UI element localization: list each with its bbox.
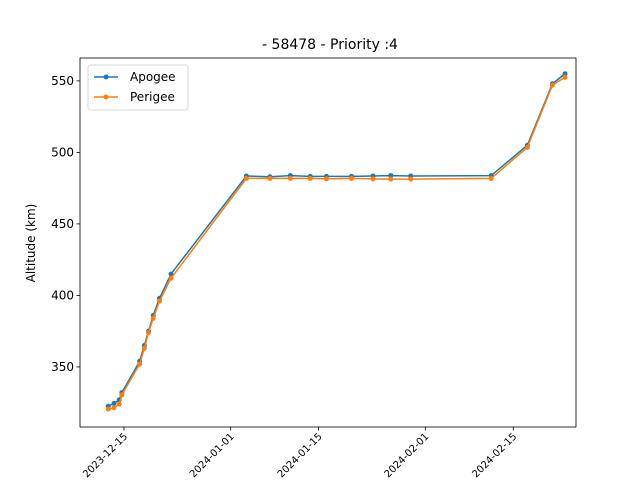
- legend-apogee-marker: [103, 74, 109, 80]
- apogee-point: [562, 71, 568, 77]
- apogee-point: [111, 400, 117, 406]
- legend-apogee-label: Apogee: [130, 70, 176, 84]
- perigee-point: [549, 82, 555, 88]
- y-tick-label: 350: [51, 360, 74, 374]
- perigee-point: [141, 345, 147, 351]
- perigee-point: [146, 330, 152, 336]
- perigee-point: [370, 176, 376, 182]
- perigee-point: [168, 275, 174, 281]
- perigee-point: [267, 175, 273, 181]
- plot-area: [105, 71, 568, 412]
- perigee-point: [105, 406, 111, 412]
- perigee-point: [116, 401, 122, 407]
- perigee-point: [488, 175, 494, 181]
- apogee-point: [388, 173, 394, 179]
- axes-frame: [79, 57, 577, 428]
- perigee-point: [307, 175, 313, 181]
- y-axis-label: Altitude (km): [24, 204, 38, 283]
- y-tick-label: 400: [51, 288, 74, 302]
- perigee-point: [562, 74, 568, 80]
- perigee-point: [408, 176, 414, 182]
- legend-perigee-marker: [103, 94, 109, 100]
- perigee-point: [388, 176, 394, 182]
- perigee-point: [119, 392, 125, 398]
- y-tick-label: 500: [51, 145, 74, 159]
- legend: Apogee Perigee: [87, 64, 189, 111]
- y-tick-label: 450: [51, 217, 74, 231]
- perigee-point: [150, 315, 156, 321]
- apogee-point: [168, 271, 174, 277]
- perigee-point: [157, 298, 163, 304]
- perigee-point: [111, 405, 117, 411]
- perigee-point: [287, 175, 293, 181]
- y-tick-label: 550: [51, 74, 74, 88]
- legend-perigee-label: Perigee: [130, 90, 175, 104]
- chart-title: - 58478 - Priority :4: [262, 37, 398, 53]
- perigee-point: [349, 175, 355, 181]
- perigee-point: [323, 176, 329, 182]
- perigee-point: [137, 361, 143, 367]
- perigee-point: [524, 144, 530, 150]
- perigee-point: [243, 175, 249, 181]
